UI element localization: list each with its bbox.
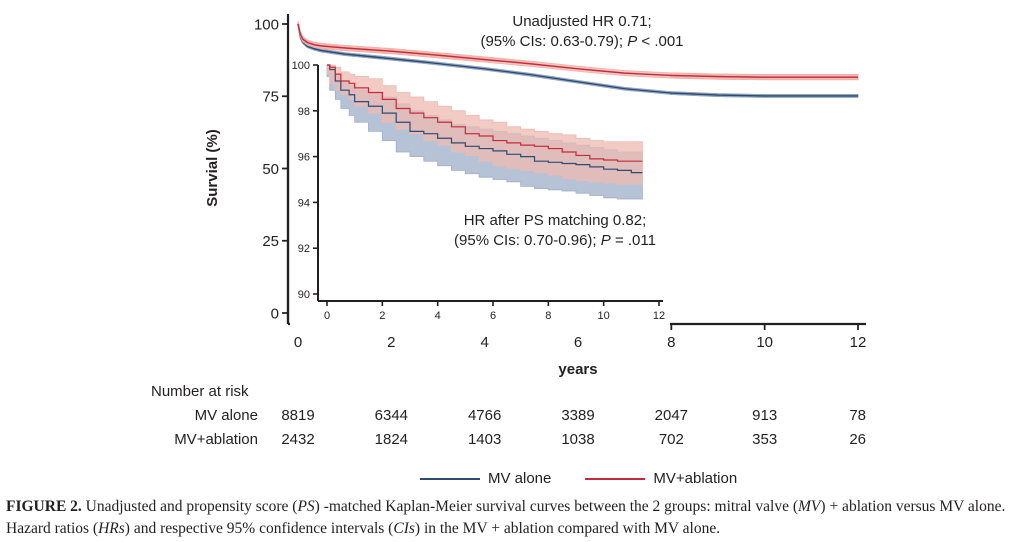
inset-panel: 90 92 94 96 98 100 0 2 4 6 8 10 12 HR after PS matchi… xyxy=(286,60,670,334)
risk-value: 1403 xyxy=(467,431,502,448)
x-tick-label: 6 xyxy=(490,310,496,322)
risk-value: 8819 xyxy=(281,407,315,424)
ci-band-mv-ablation xyxy=(326,64,643,185)
caption-segment: ) and respective 95% confidence interval… xyxy=(124,520,394,537)
hr-annotation-line1: Unadjusted HR 0.71; xyxy=(512,13,651,30)
y-tick-label: 0 xyxy=(271,305,279,322)
legend-label: MV alone xyxy=(488,470,552,487)
legend: MV alone MV+ablation xyxy=(420,470,771,487)
ci-text: (95% CIs: 0.70-0.96); xyxy=(454,232,601,249)
y-tick-label: 100 xyxy=(292,60,310,72)
hr-annotation-line2: (95% CIs: 0.63-0.79); P < .001 xyxy=(480,33,683,50)
p-symbol: P xyxy=(627,33,637,50)
ci-text: (95% CIs: 0.63-0.79); xyxy=(480,33,627,50)
risk-row-label: MV+ablation xyxy=(174,431,258,448)
risk-value: 353 xyxy=(752,431,778,448)
caption-text: Unadjusted and propensity score (PS) -ma… xyxy=(6,498,1005,537)
y-tick-label: 50 xyxy=(262,161,279,178)
caption-segment: ) in the MV + ablation compared with MV … xyxy=(414,520,721,537)
risk-table-title: Number at risk xyxy=(151,383,249,400)
hr-annotation-line1: HR after PS matching 0.82; xyxy=(464,212,647,229)
risk-row-label: MV alone xyxy=(194,407,258,424)
figure-label: FIGURE 2. xyxy=(6,498,82,515)
legend-item-mv-alone: MV alone xyxy=(420,470,551,487)
main-curves-overlay xyxy=(297,21,859,98)
y-axis-title: Survial (%) xyxy=(204,129,221,207)
x-tick-label: 12 xyxy=(653,310,665,322)
y-tick-label: 100 xyxy=(254,16,279,33)
y-tick-label: 75 xyxy=(262,89,279,106)
hr-annotation-line2: (95% CIs: 0.70-0.96); P = .011 xyxy=(454,232,656,249)
y-tick-label: 98 xyxy=(298,106,310,118)
caption-italic-term: CIs xyxy=(393,520,415,537)
x-tick-label: 10 xyxy=(756,334,773,351)
survival-line-main-mv-ablation xyxy=(297,23,858,78)
risk-value: 6344 xyxy=(374,407,409,424)
caption-segment: ) -matched Kaplan-Meier survival curves … xyxy=(314,498,799,515)
survival-line-main-mv-alone xyxy=(297,23,858,97)
caption-segment: Unadjusted and propensity score ( xyxy=(81,498,298,515)
x-tick-label: 6 xyxy=(574,334,582,351)
x-tick-label: 4 xyxy=(480,334,488,351)
risk-value: 913 xyxy=(752,407,778,424)
legend-item-mv-ablation: MV+ablation xyxy=(585,470,737,487)
legend-label: MV+ablation xyxy=(653,470,738,487)
p-symbol: P xyxy=(601,232,611,249)
risk-value: 1824 xyxy=(374,431,409,448)
y-tick-label: 96 xyxy=(298,152,310,164)
survival-line-mv-ablation xyxy=(327,64,643,162)
caption-italic-term: PS xyxy=(297,498,315,515)
x-tick-label: 12 xyxy=(850,334,867,351)
x-tick-label: 0 xyxy=(324,310,330,322)
risk-value: 1038 xyxy=(561,431,595,448)
y-tick-label: 90 xyxy=(298,289,310,301)
x-tick-label: 2 xyxy=(379,310,385,322)
x-tick-label: 10 xyxy=(598,310,610,322)
caption-italic-term: HRs xyxy=(98,520,125,537)
caption-italic-term: MV xyxy=(798,498,821,515)
y-tick-label: 92 xyxy=(298,243,310,255)
risk-value: 2432 xyxy=(281,431,315,448)
x-tick-label: 8 xyxy=(667,334,675,351)
y-tick-label: 94 xyxy=(298,197,310,209)
x-tick-label: 2 xyxy=(387,334,395,351)
risk-value: 78 xyxy=(849,407,866,424)
risk-value: 3389 xyxy=(561,407,595,424)
x-axis-title: years xyxy=(558,361,597,378)
risk-value: 2047 xyxy=(654,407,689,424)
x-tick-label: 8 xyxy=(545,310,551,322)
y-tick-label: 25 xyxy=(262,233,279,250)
p-value: < .001 xyxy=(637,33,683,50)
risk-value: 4766 xyxy=(467,407,502,424)
figure-caption: FIGURE 2. Unadjusted and propensity scor… xyxy=(6,496,1018,540)
legend-swatch xyxy=(420,477,480,480)
legend-swatch xyxy=(585,477,646,480)
x-tick-label: 4 xyxy=(435,310,441,322)
x-tick-label: 0 xyxy=(294,334,302,351)
risk-value: 26 xyxy=(849,431,866,448)
survival-line-mv-alone xyxy=(327,64,643,174)
risk-value: 702 xyxy=(658,431,684,448)
caption-segment: ) + ablation versus MV alone. Hazard rat… xyxy=(6,498,1006,537)
p-value: = .011 xyxy=(611,232,656,249)
